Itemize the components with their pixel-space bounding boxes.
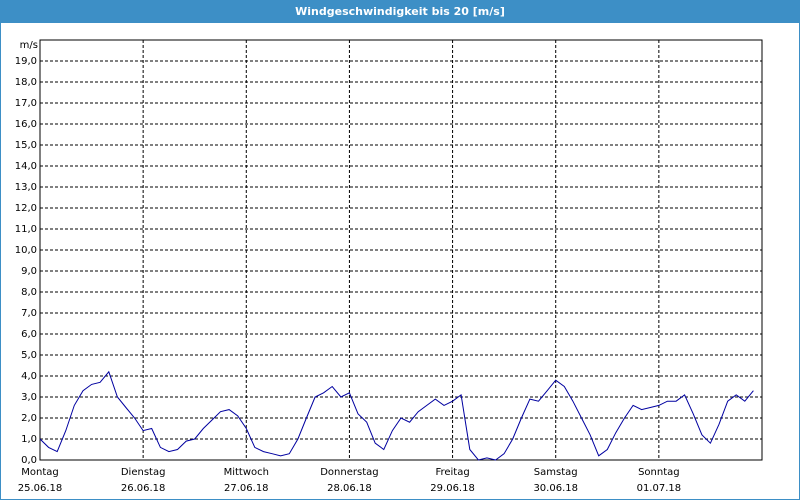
x-tick-date: 01.07.18	[637, 483, 682, 494]
y-tick-label: 10,0	[15, 245, 37, 256]
y-tick-label: 2,0	[21, 413, 37, 424]
y-tick-label: 18,0	[15, 77, 37, 88]
chart: m/s 0,0 1,0 2,0 3,0 4,0 5,0 6,0 7,0 8,0 9,0 10,0 11…	[15, 39, 763, 494]
x-tick-label: Sonntag	[638, 467, 680, 478]
plot-frame	[39, 39, 763, 461]
x-tick-label: Samstag	[534, 467, 578, 478]
x-tick-date: 28.06.18	[327, 483, 372, 494]
y-tick-label: 0,0	[21, 455, 37, 466]
x-tick-date: 29.06.18	[430, 483, 475, 494]
y-tick-label: 8,0	[21, 287, 37, 298]
y-tick-label: 6,0	[21, 329, 37, 340]
chart-title: Windgeschwindigkeit bis 20 [m/s]	[1, 1, 799, 23]
x-tick-label: Montag	[21, 467, 58, 478]
y-tick-label: 14,0	[15, 161, 37, 172]
y-tick-label: 17,0	[15, 98, 37, 109]
x-tick-date: 30.06.18	[533, 483, 578, 494]
x-tick-label: Donnerstag	[320, 467, 378, 478]
x-tick-label: Freitag	[435, 467, 469, 478]
y-tick-label: 11,0	[15, 224, 37, 235]
y-axis-label: m/s	[20, 40, 38, 51]
y-tick-label: 16,0	[15, 119, 37, 130]
y-tick-label: 13,0	[15, 182, 37, 193]
y-tick-label: 1,0	[21, 434, 37, 445]
x-tick-label: Dienstag	[121, 467, 166, 478]
x-tick-date: 27.06.18	[224, 483, 269, 494]
x-tick-date: 25.06.18	[18, 483, 63, 494]
y-tick-label: 5,0	[21, 350, 37, 361]
x-tick-date: 26.06.18	[121, 483, 166, 494]
y-tick-label: 19,0	[15, 56, 37, 67]
y-tick-label: 3,0	[21, 392, 37, 403]
x-tick-label: Mittwoch	[224, 467, 269, 478]
y-tick-label: 15,0	[15, 140, 37, 151]
data-line	[39, 370, 754, 461]
y-tick-label: 9,0	[21, 266, 37, 277]
y-tick-label: 12,0	[15, 203, 37, 214]
y-tick-label: 4,0	[21, 371, 37, 382]
y-tick-label: 7,0	[21, 308, 37, 319]
